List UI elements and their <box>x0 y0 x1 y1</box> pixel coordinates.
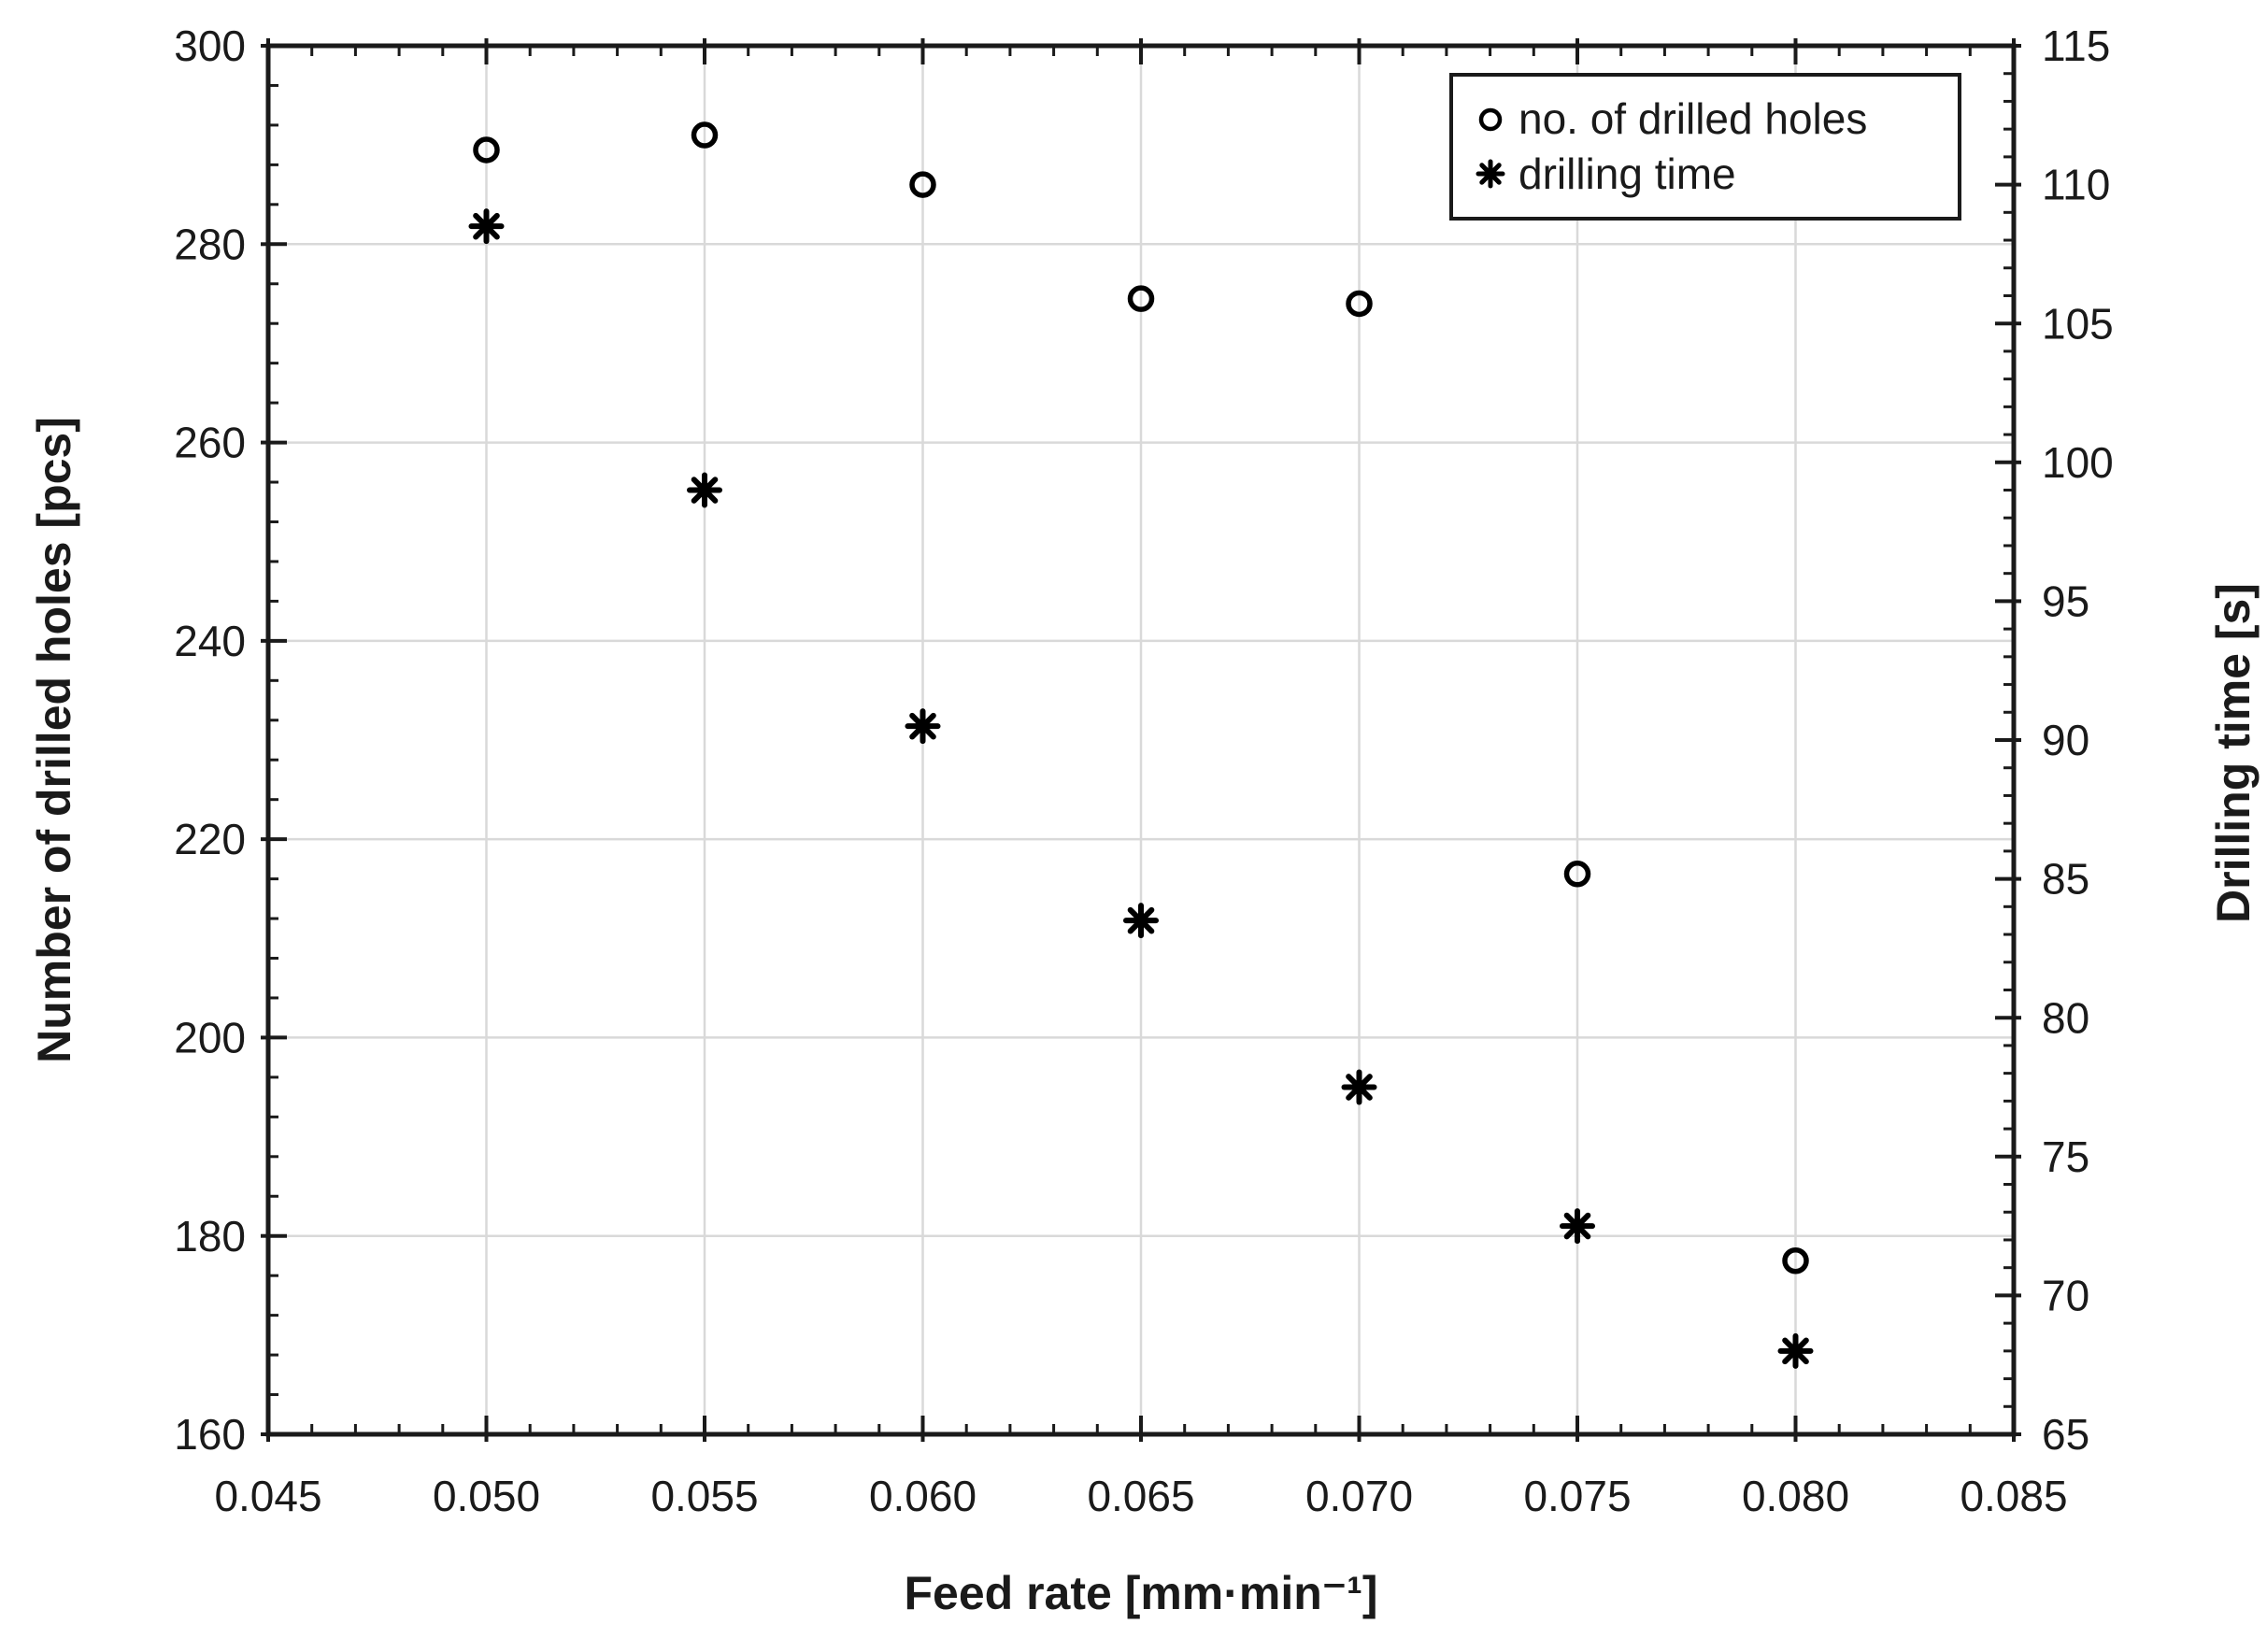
svg-text:180: 180 <box>174 1212 246 1260</box>
svg-text:0.050: 0.050 <box>433 1472 540 1520</box>
svg-text:80: 80 <box>2042 993 2089 1042</box>
svg-text:0.085: 0.085 <box>1960 1472 2067 1520</box>
svg-text:200: 200 <box>174 1014 246 1062</box>
svg-text:280: 280 <box>174 220 246 268</box>
circle-marker-icon <box>1478 107 1503 131</box>
y-axis-right-title: Drilling time [s] <box>2207 583 2260 923</box>
y-axis-left-title: Number of drilled holes [pcs] <box>28 417 80 1063</box>
svg-text:160: 160 <box>174 1410 246 1459</box>
legend-item-time: drilling time <box>1474 150 1958 198</box>
legend: no. of drilled holes drilling time <box>1449 73 1961 221</box>
svg-text:65: 65 <box>2042 1410 2089 1459</box>
svg-text:0.075: 0.075 <box>1523 1472 1631 1520</box>
svg-text:0.070: 0.070 <box>1305 1472 1413 1520</box>
svg-text:70: 70 <box>2042 1272 2089 1320</box>
asterisk-marker-icon <box>1476 159 1505 189</box>
svg-text:105: 105 <box>2042 299 2114 348</box>
svg-text:300: 300 <box>174 21 246 70</box>
svg-text:100: 100 <box>2042 438 2114 487</box>
legend-label-holes: no. of drilled holes <box>1518 94 1868 144</box>
svg-text:0.065: 0.065 <box>1087 1472 1194 1520</box>
svg-text:95: 95 <box>2042 577 2089 626</box>
svg-text:0.060: 0.060 <box>869 1472 977 1520</box>
svg-text:115: 115 <box>2042 21 2110 70</box>
svg-text:75: 75 <box>2042 1132 2089 1181</box>
svg-text:0.080: 0.080 <box>1742 1472 1849 1520</box>
legend-item-holes: no. of drilled holes <box>1474 95 1958 143</box>
svg-text:90: 90 <box>2042 716 2089 764</box>
svg-text:260: 260 <box>174 419 246 467</box>
svg-text:240: 240 <box>174 617 246 665</box>
svg-text:0.055: 0.055 <box>650 1472 758 1520</box>
svg-text:220: 220 <box>174 815 246 863</box>
x-axis-title: Feed rate [mm·min⁻¹] <box>904 1567 1378 1619</box>
legend-label-time: drilling time <box>1518 150 1736 198</box>
svg-text:0.045: 0.045 <box>214 1472 321 1520</box>
svg-text:110: 110 <box>2042 161 2110 209</box>
svg-text:85: 85 <box>2042 855 2089 904</box>
